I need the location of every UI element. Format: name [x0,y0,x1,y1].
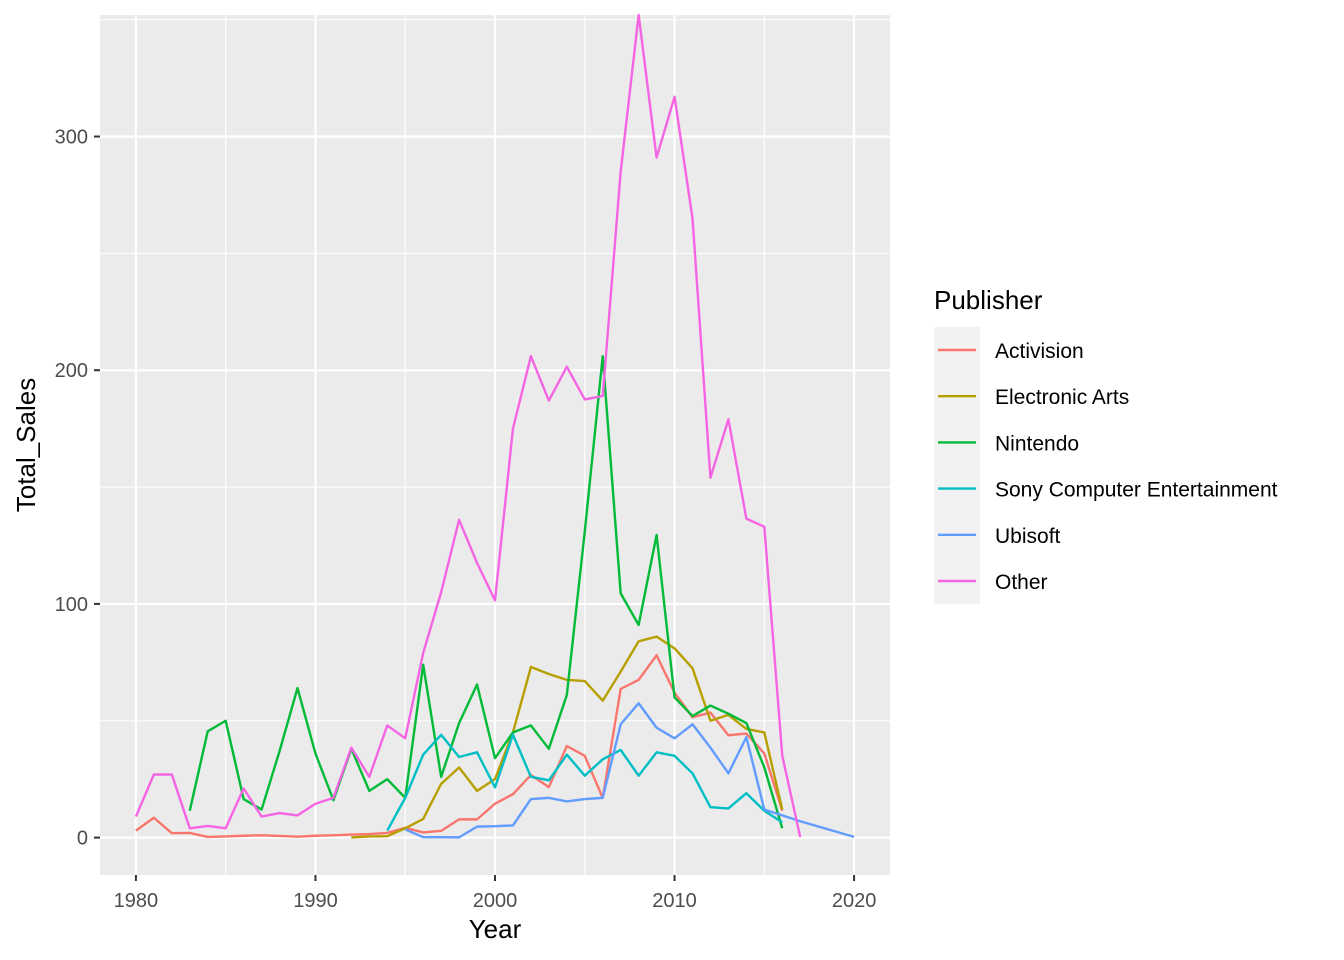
x-tick-label: 2000 [473,890,518,912]
series-line [386,733,783,832]
x-axis: 1980 1990 2000 2010 2020 [114,875,877,912]
legend-label: Ubisoft [995,525,1061,548]
x-tick-label: 1990 [293,890,338,912]
y-tick-label: 200 [55,360,88,382]
series-line [134,13,802,838]
legend-label: Activision [995,340,1084,363]
series-line [351,635,784,839]
x-tick-label: 2020 [832,890,877,912]
y-axis: 0 100 200 300 [55,127,100,850]
series-line [188,355,784,829]
legend: Publisher Activision Electronic Arts Ninte… [934,285,1278,604]
y-axis-title: Total_Sales [11,378,41,512]
series-line [404,702,855,839]
y-tick-label: 300 [55,127,88,149]
y-tick-label: 0 [77,828,88,850]
legend-key-background [934,327,980,604]
legend-title: Publisher [934,285,1043,315]
major-gridlines [100,15,890,875]
series-lines [134,13,855,839]
y-tick-label: 100 [55,594,88,616]
x-tick-label: 1980 [114,890,159,912]
x-tick-label: 2010 [652,890,697,912]
legend-label: Sony Computer Entertainment [995,479,1278,502]
legend-label: Other [995,571,1048,594]
x-axis-title: Year [469,914,522,944]
legend-label: Electronic Arts [995,386,1129,409]
legend-label: Nintendo [995,432,1079,455]
legend-items: Activision Electronic Arts Nintendo Sony Co… [938,340,1278,594]
